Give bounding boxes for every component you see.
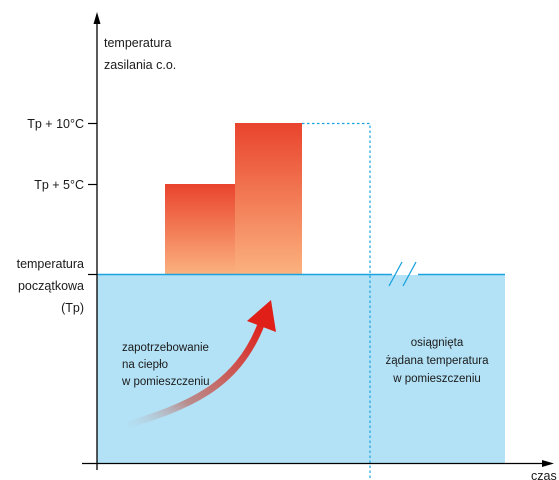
label-tp-line-3: (Tp) [61, 301, 84, 315]
heating-demand-line-3: w pomieszczeniu [121, 376, 210, 388]
label-tp-plus-10: Tp + 10°C [27, 117, 84, 131]
heating-demand-arrowhead [247, 300, 276, 332]
label-tp-plus-5: Tp + 5°C [34, 178, 84, 192]
y-axis-title-line-2: zasilania c.o. [104, 58, 176, 72]
reached-temperature-line-1: osiągnięta [411, 337, 464, 349]
y-axis-arrow-icon [93, 12, 101, 24]
heating-step-low [165, 184, 235, 275]
heating-demand-line-2: na ciepło [122, 359, 168, 371]
y-axis-title-line-1: temperatura [104, 36, 171, 50]
room-temperature-area [97, 274, 505, 464]
x-axis-title: czas [531, 469, 557, 480]
x-axis-arrow-icon [542, 460, 554, 467]
axis-break-mark [388, 261, 418, 287]
heating-demand-line-1: zapotrzebowanie [122, 342, 209, 354]
reached-temperature-line-3: w pomieszczeniu [392, 373, 481, 385]
label-tp-line-2: początkowa [18, 279, 84, 293]
heating-demand-arrow-shaft [120, 320, 266, 431]
heating-step-high [235, 123, 302, 275]
reached-temperature-line-2: żądana temperatura [386, 355, 490, 367]
label-tp-line-1: temperatura [17, 257, 84, 271]
